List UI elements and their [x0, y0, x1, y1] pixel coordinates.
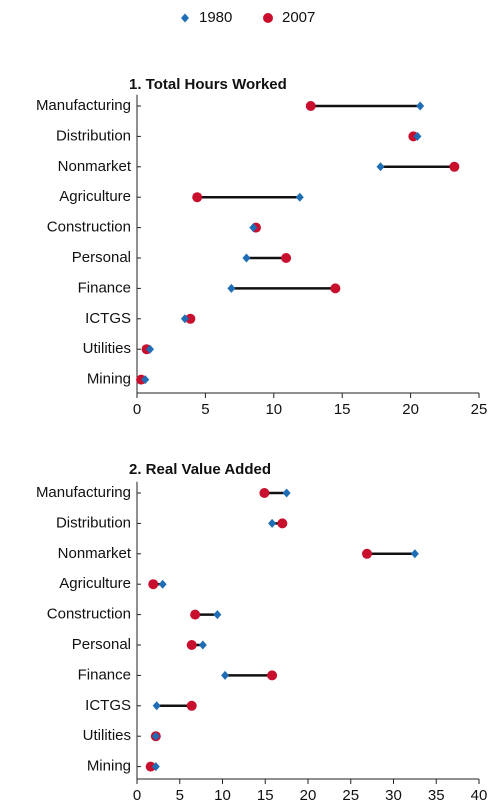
x-tick-label: 25	[471, 401, 488, 418]
x-tick-label: 5	[201, 401, 209, 418]
x-tick-label: 15	[257, 787, 274, 804]
x-tick-label: 25	[342, 787, 359, 804]
y-tick-label: Agriculture	[59, 575, 131, 592]
legend-marker	[181, 13, 189, 23]
legend-marker	[263, 13, 273, 23]
y-tick-label: Construction	[47, 606, 131, 623]
x-tick-label: 10	[265, 401, 282, 418]
diamond-marker	[227, 283, 236, 293]
y-tick-label: Manufacturing	[36, 484, 131, 501]
diamond-marker	[213, 610, 222, 620]
diamond-marker	[416, 101, 425, 111]
y-tick-label: Finance	[78, 666, 131, 683]
diamond-marker	[295, 192, 304, 202]
y-tick-label: Utilities	[83, 340, 131, 357]
x-tick-label: 40	[471, 787, 488, 804]
y-tick-label: Distribution	[56, 514, 131, 531]
x-tick-label: 0	[133, 401, 141, 418]
diamond-marker	[410, 549, 419, 559]
diamond-marker	[282, 488, 291, 498]
x-tick-label: 20	[402, 401, 419, 418]
diamond-marker	[151, 731, 160, 741]
circle-marker	[186, 700, 197, 711]
diamond-marker	[158, 579, 167, 589]
circle-marker	[148, 579, 159, 590]
circle-marker	[267, 670, 278, 681]
y-tick-label: ICTGS	[85, 697, 131, 714]
circle-marker	[190, 609, 201, 620]
y-tick-label: Utilities	[83, 727, 131, 744]
x-tick-label: 10	[214, 787, 231, 804]
circle-marker	[186, 640, 197, 650]
circle-marker	[449, 161, 460, 172]
y-tick-label: Nonmarket	[58, 158, 132, 175]
circle-marker	[145, 761, 156, 772]
chart-title: 1. Total Hours Worked	[129, 76, 287, 93]
y-tick-label: Agriculture	[59, 188, 131, 205]
y-tick-label: ICTGS	[85, 310, 131, 327]
circle-marker	[305, 101, 316, 111]
y-tick-label: Personal	[72, 636, 131, 653]
chart-title: 2. Real Value Added	[129, 461, 271, 478]
diamond-marker	[249, 223, 258, 233]
diamond-marker	[268, 518, 277, 528]
diamond-marker	[141, 375, 150, 385]
circle-marker	[361, 548, 372, 559]
y-tick-label: Finance	[78, 279, 131, 296]
x-tick-label: 20	[300, 787, 317, 804]
y-tick-label: Mining	[87, 758, 131, 775]
y-tick-label: Distribution	[56, 127, 131, 144]
y-tick-label: Manufacturing	[36, 97, 131, 114]
x-tick-label: 0	[133, 787, 141, 804]
diamond-marker	[413, 131, 422, 141]
x-tick-label: 15	[334, 401, 351, 418]
y-tick-label: Personal	[72, 249, 131, 266]
legend-label: 2007	[282, 9, 315, 26]
diamond-marker	[242, 253, 251, 263]
x-tick-label: 5	[176, 787, 184, 804]
circle-marker	[330, 283, 341, 294]
diamond-marker	[198, 640, 207, 650]
x-tick-label: 30	[385, 787, 402, 804]
circle-marker	[277, 518, 288, 529]
circle-marker	[192, 192, 203, 203]
diamond-marker	[221, 670, 230, 680]
diamond-marker	[145, 344, 154, 354]
diamond-marker	[151, 762, 160, 772]
circle-marker	[185, 313, 196, 324]
x-tick-label: 35	[428, 787, 445, 804]
y-tick-label: Mining	[87, 371, 131, 388]
circle-marker	[259, 488, 270, 498]
legend-label: 1980	[199, 9, 232, 26]
diamond-marker	[376, 162, 385, 172]
y-tick-label: Nonmarket	[58, 545, 132, 562]
circle-marker	[281, 253, 292, 263]
diamond-marker	[152, 701, 161, 711]
y-tick-label: Construction	[47, 219, 131, 236]
diamond-marker	[180, 314, 189, 324]
